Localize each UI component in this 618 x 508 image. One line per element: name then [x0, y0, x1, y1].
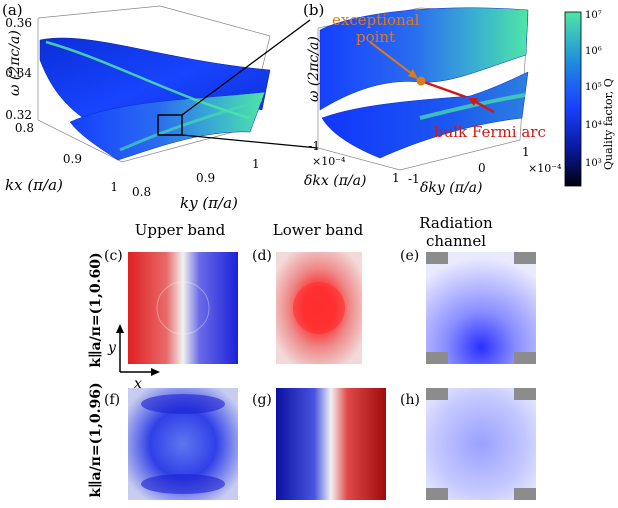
colorbar-label: Quality factor, Q — [602, 78, 615, 170]
panel-h: (h) — [400, 388, 536, 500]
field-map-radiation-1 — [426, 252, 536, 364]
axis-x-label: x — [134, 376, 142, 392]
panel-a-kx-tick: 1 — [110, 180, 118, 194]
panel-b-z-axis-label: ω (2πc/a) — [306, 36, 322, 102]
colorbar: 10⁷ 10⁶ 10⁵ 10⁴ 10³ Quality factor, Q — [564, 10, 615, 187]
panel-a-lower-surface — [69, 91, 266, 161]
panel-b-dky-label: δky (π/a) — [420, 180, 482, 196]
panel-a-ky-label: ky (π/a) — [180, 194, 238, 212]
axis-y-label: y — [107, 340, 117, 356]
colorbar-tick: 10⁶ — [585, 46, 602, 57]
panel-e-label: (e) — [400, 248, 419, 264]
panel-b-upper-surface — [319, 7, 529, 111]
panel-a-ky-tick: 0.9 — [196, 171, 215, 185]
panel-e: (e) — [400, 248, 536, 364]
panel-a-z-tick: 0.32 — [5, 108, 32, 122]
xy-axes-inset: y x — [107, 324, 160, 392]
panel-b-label: (b) — [303, 1, 324, 19]
panel-a-ky-tick: 1 — [252, 157, 260, 171]
colorbar-gradient — [564, 11, 582, 187]
panel-g-label: (g) — [252, 392, 272, 408]
panel-b-dkx-tick: 1 — [392, 171, 400, 185]
panel-a-z-tick: 0.34 — [5, 66, 32, 80]
panel-f: (f) — [104, 388, 238, 500]
column-header-radiation: channel — [426, 232, 486, 250]
colorbar-tick: 10⁴ — [585, 120, 602, 131]
panel-b-dkx-multiplier: ×10⁻⁴ — [312, 155, 346, 168]
panel-c-label: (c) — [104, 248, 123, 264]
panel-a-z-tick: 0.36 — [5, 16, 32, 30]
panel-g: (g) — [252, 388, 386, 500]
panel-a-zoom-box — [157, 114, 183, 136]
exceptional-point-marker — [416, 76, 426, 86]
colorbar-tick: 10⁷ — [585, 10, 602, 21]
fermi-arc-line — [420, 79, 467, 99]
panel-b-dky-multiplier: ×10⁻⁴ — [528, 162, 562, 175]
field-map-radiation-2 — [426, 388, 536, 500]
fermi-arc-annotation: bulk Fermi arc — [434, 123, 546, 141]
panel-c: (c) — [104, 248, 238, 364]
exceptional-point-annotation: exceptional — [332, 11, 420, 29]
panel-a-kx-tick: 0.8 — [15, 121, 34, 135]
panel-d: (d) — [252, 248, 362, 364]
panel-b-dkx-tick: -1 — [308, 139, 320, 153]
panel-b-dkx-label: δkx (π/a) — [304, 173, 366, 189]
panel-a-ridge — [45, 40, 251, 120]
row-label-2: k∥a/π=(1,0.96) — [88, 382, 104, 497]
column-header-radiation: Radiation — [419, 214, 493, 232]
panel-a-label: (a) — [2, 1, 23, 19]
panel-a-ky-tick: 0.8 — [132, 185, 151, 199]
panel-a-kx-tick: 0.9 — [63, 152, 82, 166]
panel-b-dky-tick: -1 — [408, 172, 420, 186]
exceptional-point-annotation: point — [356, 28, 395, 46]
panel-d-label: (d) — [252, 248, 272, 264]
row-label-1: k∥a/π=(1,0.60) — [88, 252, 104, 367]
panel-b-dky-tick: 0 — [478, 161, 486, 175]
column-header-upper: Upper band — [135, 221, 226, 239]
colorbar-tick: 10⁵ — [585, 82, 602, 93]
panel-b: (b) exceptional point bulk Fermi arc ω (… — [303, 1, 562, 196]
panel-f-label: (f) — [104, 392, 120, 408]
field-map-upper-1 — [128, 252, 238, 364]
panel-b-dky-tick: 1 — [522, 145, 530, 159]
panel-a: (a) ω (2πc/a) 0.36 0.34 0.32 0.8 0.9 1 k… — [2, 1, 319, 212]
column-header-lower: Lower band — [273, 221, 364, 239]
colorbar-tick: 10³ — [585, 158, 602, 169]
panel-a-z-axis-label: ω (2πc/a) — [7, 30, 23, 96]
field-map-lower-2 — [276, 388, 386, 500]
panel-a-kx-label: kx (π/a) — [5, 176, 63, 194]
panel-h-label: (h) — [400, 392, 420, 408]
